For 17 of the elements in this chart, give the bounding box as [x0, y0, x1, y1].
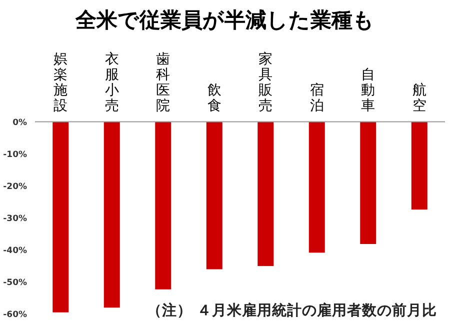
x-tick-label: 衣服小売	[104, 52, 119, 114]
y-tick-label: -60%	[3, 310, 28, 320]
x-tick-label: 娯楽施設	[54, 52, 68, 114]
y-tick-label: -20%	[3, 182, 28, 192]
x-tick-label: 飲食	[207, 82, 222, 114]
y-tick-label: -30%	[3, 214, 28, 224]
x-tick-label: 自動車	[361, 67, 376, 114]
y-tick-label: -40%	[3, 246, 28, 256]
y-tick-label: -50%	[3, 278, 28, 288]
x-tick-label: 航空	[412, 82, 426, 114]
x-tick-label: 家具販売	[258, 52, 273, 114]
y-tick-label: 0%	[12, 118, 28, 128]
x-tick-label: 宿泊	[310, 82, 324, 114]
annotation: （注） ４月米雇用統計の雇用者数の前月比	[146, 301, 437, 319]
y-tick-label: -10%	[3, 150, 28, 160]
chart-title: 全米で従業員が半減した業種も	[74, 8, 374, 32]
x-tick-label: 歯科医院	[156, 52, 170, 114]
